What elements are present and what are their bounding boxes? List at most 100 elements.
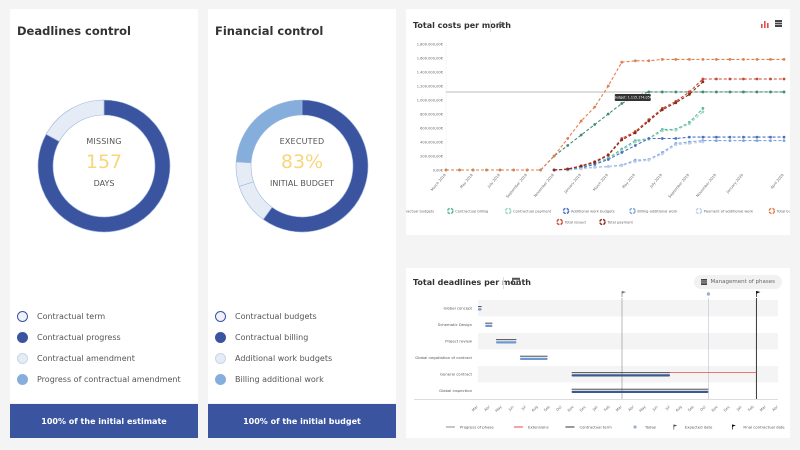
data-point[interactable] bbox=[769, 90, 772, 94]
management-of-phases-button[interactable]: Management of phases bbox=[693, 275, 782, 289]
gantt-phase-bar[interactable] bbox=[478, 306, 482, 311]
data-point[interactable] bbox=[755, 135, 759, 139]
data-point[interactable] bbox=[687, 135, 691, 139]
data-point[interactable] bbox=[755, 77, 759, 81]
data-point[interactable] bbox=[620, 138, 624, 142]
legend-item[interactable]: Additional work budgets bbox=[215, 348, 332, 369]
data-point[interactable] bbox=[498, 168, 502, 172]
data-point[interactable] bbox=[647, 137, 651, 140]
data-point[interactable] bbox=[728, 135, 732, 139]
gantt-phase-bar[interactable] bbox=[485, 322, 493, 327]
data-point[interactable] bbox=[701, 90, 705, 94]
data-point[interactable] bbox=[606, 112, 610, 116]
data-point[interactable] bbox=[728, 90, 732, 94]
legend-item[interactable]: Contractual progress bbox=[17, 327, 181, 348]
gantt-phase-bar[interactable] bbox=[571, 388, 709, 393]
data-point[interactable] bbox=[687, 93, 691, 96]
gantt-legend-item[interactable]: Progress of phase bbox=[446, 424, 494, 429]
costs-legend-item[interactable]: Contractual billing bbox=[446, 207, 489, 215]
data-point[interactable] bbox=[728, 139, 732, 143]
data-point[interactable] bbox=[633, 131, 637, 135]
gantt-legend-item[interactable]: Extensions bbox=[513, 424, 549, 429]
data-point[interactable] bbox=[701, 80, 705, 84]
deadlines-donut-segment-1[interactable] bbox=[45, 99, 105, 142]
data-point[interactable] bbox=[593, 163, 597, 166]
data-point[interactable] bbox=[647, 119, 651, 123]
today-marker-icon[interactable] bbox=[706, 292, 711, 296]
data-point[interactable] bbox=[660, 90, 664, 94]
data-point[interactable] bbox=[742, 90, 745, 94]
data-point[interactable] bbox=[701, 140, 705, 144]
data-point[interactable] bbox=[715, 77, 718, 81]
data-point[interactable] bbox=[633, 59, 637, 63]
calendar-icon[interactable] bbox=[512, 277, 520, 288]
data-point[interactable] bbox=[742, 77, 745, 81]
data-point[interactable] bbox=[458, 168, 461, 172]
legend-item[interactable]: Billing additional work bbox=[215, 369, 332, 390]
data-point[interactable] bbox=[525, 168, 529, 172]
final-date-flag-icon[interactable] bbox=[756, 291, 761, 297]
data-point[interactable] bbox=[769, 135, 772, 139]
costs-legend-item[interactable]: Billing additional work bbox=[629, 207, 678, 215]
data-point[interactable] bbox=[620, 102, 624, 105]
data-point[interactable] bbox=[769, 58, 772, 61]
data-point[interactable] bbox=[444, 168, 448, 172]
currency-icon[interactable]: $ bbox=[498, 20, 504, 29]
data-point[interactable] bbox=[782, 77, 786, 81]
data-point[interactable] bbox=[674, 128, 678, 132]
initial-budget-button[interactable]: 100% of the initial budget bbox=[208, 404, 396, 438]
legend-item[interactable]: Contractual budgets bbox=[215, 306, 332, 327]
data-point[interactable] bbox=[660, 137, 664, 140]
data-point[interactable] bbox=[593, 160, 597, 164]
gantt-legend-item[interactable]: Contractual term bbox=[565, 424, 612, 429]
data-point[interactable] bbox=[728, 77, 732, 81]
gantt-legend-item[interactable]: Expected date bbox=[673, 424, 713, 430]
data-point[interactable] bbox=[579, 133, 583, 137]
data-point[interactable] bbox=[701, 107, 705, 110]
data-point[interactable] bbox=[687, 142, 691, 145]
data-point[interactable] bbox=[566, 144, 570, 147]
costs-legend-item[interactable]: Contractual payment bbox=[504, 207, 552, 215]
data-point[interactable] bbox=[715, 139, 718, 143]
data-point[interactable] bbox=[471, 168, 475, 172]
data-point[interactable] bbox=[755, 90, 759, 94]
data-point[interactable] bbox=[742, 139, 745, 143]
data-point[interactable] bbox=[593, 166, 597, 169]
data-point[interactable] bbox=[674, 58, 678, 61]
data-point[interactable] bbox=[715, 135, 718, 139]
data-point[interactable] bbox=[647, 90, 651, 94]
gantt-phase-bar[interactable] bbox=[571, 372, 757, 377]
gantt-legend-item[interactable]: Final contractual date bbox=[732, 424, 785, 430]
data-point[interactable] bbox=[647, 158, 651, 162]
data-point[interactable] bbox=[620, 164, 624, 168]
data-point[interactable] bbox=[782, 135, 786, 139]
table-icon[interactable] bbox=[775, 20, 782, 30]
data-point[interactable] bbox=[701, 77, 705, 81]
costs-legend-item[interactable]: Total payment bbox=[599, 218, 634, 226]
data-point[interactable] bbox=[552, 154, 556, 158]
bar-chart-icon[interactable] bbox=[761, 20, 769, 31]
data-point[interactable] bbox=[593, 105, 597, 109]
costs-legend-item[interactable]: Total budget bbox=[768, 207, 790, 215]
data-point[interactable] bbox=[512, 168, 515, 172]
data-point[interactable] bbox=[485, 168, 488, 172]
data-point[interactable] bbox=[769, 77, 772, 81]
data-point[interactable] bbox=[674, 101, 678, 105]
data-point[interactable] bbox=[782, 90, 786, 94]
data-point[interactable] bbox=[701, 58, 705, 61]
data-point[interactable] bbox=[687, 122, 691, 126]
data-point[interactable] bbox=[660, 58, 664, 61]
data-point[interactable] bbox=[620, 151, 624, 154]
costs-legend-item[interactable]: Payment of additional work bbox=[695, 207, 754, 215]
data-point[interactable] bbox=[742, 58, 745, 61]
data-point[interactable] bbox=[660, 152, 664, 156]
data-point[interactable] bbox=[660, 108, 664, 112]
legend-item[interactable]: Contractual term bbox=[17, 306, 181, 327]
data-point[interactable] bbox=[633, 144, 637, 147]
data-point[interactable] bbox=[742, 135, 745, 139]
data-point[interactable] bbox=[660, 129, 664, 133]
deadlines-donut-segment-0[interactable] bbox=[37, 99, 171, 233]
gantt-phase-bar[interactable] bbox=[496, 339, 517, 344]
data-point[interactable] bbox=[647, 59, 651, 63]
data-point[interactable] bbox=[566, 137, 570, 140]
